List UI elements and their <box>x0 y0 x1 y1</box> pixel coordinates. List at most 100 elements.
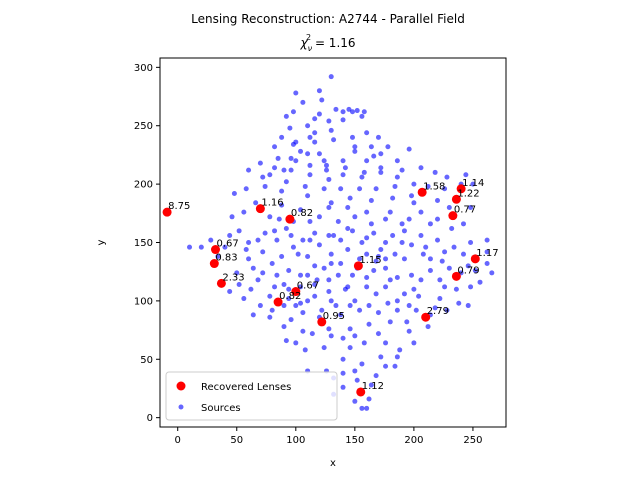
source-point <box>444 307 450 313</box>
source-point <box>255 237 261 243</box>
source-point <box>267 172 273 178</box>
lens-label: 1.58 <box>423 181 445 192</box>
source-point <box>378 151 384 157</box>
source-point <box>279 188 285 194</box>
source-point <box>281 282 287 288</box>
source-point <box>314 277 320 283</box>
source-point <box>394 275 400 281</box>
source-point <box>279 202 285 208</box>
source-point <box>222 244 228 250</box>
source-point <box>260 249 266 255</box>
source-point <box>272 228 278 234</box>
source-point <box>246 240 252 245</box>
source-point <box>368 382 374 388</box>
source-point <box>484 261 490 267</box>
source-point <box>312 263 318 269</box>
source-point <box>321 345 327 351</box>
source-point <box>352 398 358 404</box>
lens-point <box>421 312 431 322</box>
source-point <box>383 256 389 262</box>
source-point <box>276 216 282 222</box>
source-point <box>399 167 405 173</box>
source-point <box>373 186 379 192</box>
source-point <box>465 263 471 269</box>
source-point <box>328 127 334 133</box>
source-point <box>283 338 289 344</box>
source-point <box>349 134 355 140</box>
source-point <box>468 284 474 290</box>
source-point <box>489 270 495 276</box>
source-point <box>250 265 256 271</box>
source-point <box>286 268 292 274</box>
chi-symbol: χ <box>299 36 308 50</box>
source-point <box>305 151 311 157</box>
source-point <box>435 216 441 222</box>
source-point <box>307 237 313 243</box>
source-point <box>411 340 417 346</box>
source-point <box>262 230 268 236</box>
source-point <box>340 117 346 123</box>
source-point <box>328 298 334 304</box>
source-point <box>413 307 419 313</box>
source-point <box>354 377 360 383</box>
source-point <box>316 214 322 220</box>
source-point <box>347 303 353 309</box>
source-point <box>257 303 263 309</box>
lens-point <box>285 214 295 224</box>
source-point <box>437 296 443 302</box>
lens-label: 0.83 <box>215 253 237 264</box>
source-point <box>346 106 352 112</box>
source-point <box>312 282 318 288</box>
source-point <box>248 286 254 292</box>
source-point <box>411 286 417 292</box>
legend-box <box>165 371 338 421</box>
x-ticks: 0 50 100 150 200 250 <box>175 427 482 446</box>
source-point <box>364 130 370 136</box>
source-point <box>397 347 403 353</box>
source-point <box>316 88 322 94</box>
plot-area: 8.75 1.160.820.670.832.330.670.820.951.15… <box>162 74 499 411</box>
source-point <box>293 340 299 346</box>
lens-point <box>162 207 172 217</box>
source-point <box>272 144 278 150</box>
source-point <box>340 158 346 164</box>
source-point <box>300 237 306 243</box>
source-point <box>423 244 429 250</box>
source-point <box>387 319 393 325</box>
source-point <box>302 183 308 189</box>
source-point <box>316 151 322 157</box>
source-point <box>307 218 313 224</box>
source-point <box>307 134 313 140</box>
x-tick-label: 250 <box>463 435 482 446</box>
source-point <box>338 261 344 267</box>
source-point <box>324 162 330 168</box>
source-point <box>319 307 325 313</box>
source-point <box>442 249 448 255</box>
lens-label: 0.67 <box>217 239 239 250</box>
source-point <box>260 270 266 276</box>
source-point <box>378 165 384 171</box>
source-point <box>383 240 389 245</box>
source-point <box>394 307 400 313</box>
source-point <box>427 268 433 274</box>
source-point <box>420 251 426 257</box>
source-point <box>340 384 346 390</box>
source-point <box>321 186 327 192</box>
source-point <box>375 310 381 316</box>
source-point <box>352 214 358 220</box>
lens-label: 1.14 <box>462 178 484 189</box>
source-point <box>383 216 389 222</box>
source-point <box>326 204 332 210</box>
source-point <box>383 265 389 271</box>
source-point <box>432 169 438 175</box>
source-point <box>312 139 318 145</box>
lens-point <box>451 271 461 281</box>
source-point <box>333 303 339 309</box>
source-point <box>383 284 389 290</box>
lens-label: 1.16 <box>261 198 283 209</box>
source-point <box>359 113 365 119</box>
source-point <box>446 265 452 271</box>
source-point <box>364 405 370 411</box>
lens-label: 1.22 <box>457 188 479 199</box>
